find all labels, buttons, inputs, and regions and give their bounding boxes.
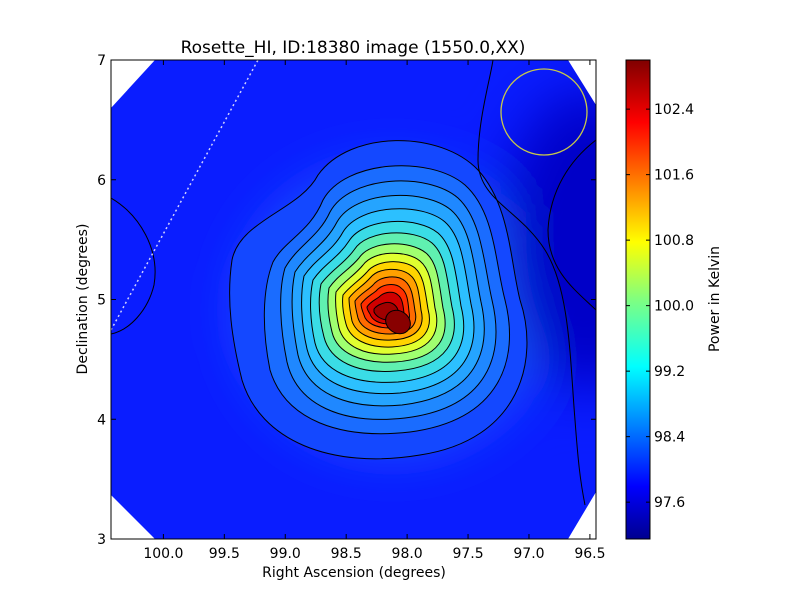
x-tick-label: 98.0 (392, 546, 423, 562)
blank-corner-top-right (568, 60, 596, 105)
contour-left-edge (111, 197, 156, 335)
colorbar-tick-label: 101.6 (654, 168, 694, 184)
colorbar-tick-label: 100.0 (654, 299, 694, 315)
filled-contours (229, 140, 528, 460)
contour-right-low (477, 60, 586, 506)
colorbar-tick-label: 102.4 (654, 102, 694, 118)
y-axis-label: Declination (degrees) (75, 224, 91, 375)
x-tick-label: 100.0 (143, 546, 183, 562)
contour-right-deep (547, 139, 596, 311)
x-tick-label: 99.5 (209, 546, 240, 562)
y-tick-label: 6 (97, 173, 106, 189)
blank-corner-top-left (111, 60, 155, 108)
dotted-line (111, 60, 259, 331)
chart-title: Rosette_HI, ID:18380 image (1550.0,XX) (181, 38, 526, 58)
x-tick-label: 99.0 (270, 546, 301, 562)
x-tick-label: 97.0 (513, 546, 544, 562)
contour-peak (385, 309, 411, 335)
x-tick-label: 98.5 (331, 546, 362, 562)
x-axis-label: Right Ascension (degrees) (262, 565, 446, 581)
y-tick-label: 5 (97, 293, 106, 309)
y-axis: 3 4 5 6 7 (97, 53, 596, 548)
blank-corner-bottom-right (568, 492, 596, 539)
colorbar-tick-label: 100.8 (654, 233, 694, 249)
y-tick-label: 7 (97, 53, 106, 69)
colorbar-gradient (625, 59, 651, 540)
x-tick-label: 96.5 (574, 546, 605, 562)
x-tick-label: 97.5 (452, 546, 483, 562)
blank-corner-bottom-left (111, 495, 155, 539)
colorbar-tick-label: 99.2 (654, 364, 685, 380)
beam-circle (500, 68, 588, 156)
colorbar-label: Power in Kelvin (707, 246, 723, 352)
heatmap-area (111, 60, 596, 539)
colorbar-tick-label: 97.6 (654, 495, 685, 511)
colorbar-tick-label: 98.4 (654, 430, 685, 446)
colorbar-ticks: 97.6 98.4 99.2 100.0 100.8 101.6 102.4 (626, 102, 694, 511)
colorbar: 97.6 98.4 99.2 100.0 100.8 101.6 102.4 Power i… (625, 59, 723, 540)
y-tick-label: 3 (97, 532, 106, 548)
y-tick-label: 4 (97, 412, 106, 428)
x-axis: 100.0 99.5 99.0 98.5 98.0 97.5 97.0 96.5 (143, 60, 605, 562)
